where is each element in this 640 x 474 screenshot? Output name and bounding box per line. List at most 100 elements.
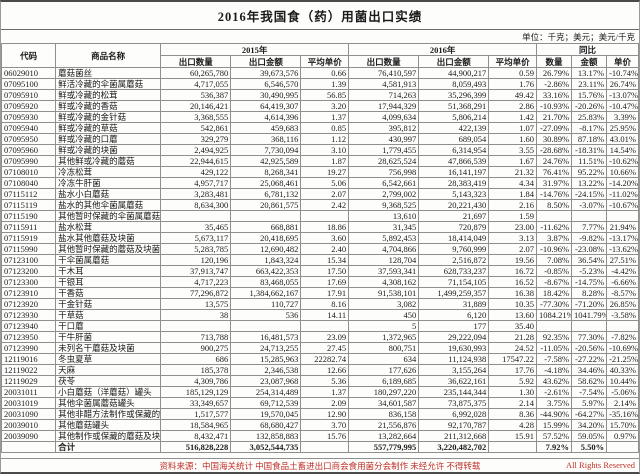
cell-amount-2015: 1,843,324 bbox=[230, 254, 302, 266]
cell-yoy-price: 27.51% bbox=[606, 254, 639, 266]
cell-yoy-amount: -7.54% bbox=[571, 386, 608, 398]
cell-yoy-qty: -8.67% bbox=[536, 276, 573, 288]
cell-amount-2015: 42,925,589 bbox=[230, 155, 302, 167]
cell-qty-2016: 5,892,453 bbox=[348, 232, 420, 244]
table-row: 07095930 鲜或冷藏的金针菇 3,368,555 4,614,396 1.37 4,… bbox=[1, 111, 639, 123]
cell-yoy-amount: 1041.79% bbox=[571, 309, 608, 321]
cell-yoy-amount: -24.15% bbox=[571, 188, 608, 200]
cell-qty-2016: 13,610 bbox=[348, 210, 420, 222]
cell-name: 未列名干蘑菇及块菌 bbox=[55, 342, 162, 354]
cell-amount-2015: 83,468,055 bbox=[230, 276, 302, 288]
cell-avgprice-2016: 1.84 bbox=[488, 188, 538, 200]
cell-amount-2016: 8,059,493 bbox=[418, 78, 490, 90]
cell-code: 07115919 bbox=[1, 232, 57, 244]
cell-avgprice-2016: 4.34 bbox=[488, 177, 538, 189]
cell-qty-2015: 2,494,925 bbox=[160, 144, 232, 156]
cell-qty-2015: 686 bbox=[160, 353, 232, 365]
cell-amount-2016: 71,154,105 bbox=[418, 276, 490, 288]
cell-qty-2016: 91,538,101 bbox=[348, 287, 420, 299]
cell-amount-2016: 235,144,344 bbox=[418, 386, 490, 398]
cell-yoy-price: -4.42% bbox=[606, 265, 639, 277]
cell-avgprice-2016: 24.52 bbox=[488, 342, 538, 354]
cell-qty-2015: 542,861 bbox=[160, 122, 232, 134]
cell-qty-2015: 329,279 bbox=[160, 133, 232, 145]
cell-avgprice-2016: 1.42 bbox=[488, 111, 538, 123]
cell-yoy-price: -10.62% bbox=[606, 155, 639, 167]
cell-name: 冷冻松茸 bbox=[55, 166, 162, 178]
cell-code: 07095910 bbox=[1, 89, 57, 101]
cell-avgprice-2016: 16.72 bbox=[488, 265, 538, 277]
cell-code: 07095100 bbox=[1, 78, 57, 90]
cell-avgprice-2016: 1.07 bbox=[488, 122, 538, 134]
cell-yoy-price: -13.17% bbox=[606, 232, 639, 244]
table-row: 07115119 盐水的其他伞菌属蘑菇 8,634,300 20,861,575 2.4… bbox=[1, 199, 639, 211]
cell-amount-2016: 6,992,028 bbox=[418, 408, 490, 420]
cell-yoy-qty bbox=[536, 210, 573, 222]
cell-name: 干木耳 bbox=[55, 265, 162, 277]
cell-code: 07095930 bbox=[1, 111, 57, 123]
cell-yoy-qty: -11.05% bbox=[536, 342, 573, 354]
cell-code: 07108040 bbox=[1, 177, 57, 189]
cell-amount-2016: 6,314,954 bbox=[418, 144, 490, 156]
cell-code: 07123100 bbox=[1, 254, 57, 266]
cell-name: 蘑菇菌丝 bbox=[55, 67, 162, 79]
cell-name: 盐水的其他伞菌属蘑菇 bbox=[55, 199, 162, 211]
cell-qty-2016: 1,372,965 bbox=[348, 331, 420, 343]
cell-qty-2016: 714,263 bbox=[348, 89, 420, 101]
cell-yoy-qty: 3.75% bbox=[536, 397, 573, 409]
cell-avgprice-2015 bbox=[300, 320, 350, 332]
cell-yoy-price: -8.57% bbox=[606, 287, 639, 299]
cell-amount-2016: 1,499,259,357 bbox=[418, 287, 490, 299]
cell-yoy-price: 10.66% bbox=[606, 166, 639, 178]
cell-name: 干牛肝菌 bbox=[55, 331, 162, 343]
cell-avgprice-2015: 15.76 bbox=[300, 430, 350, 442]
table-row: 07123200 干木耳 37,913,747 663,422,353 17.50 37,… bbox=[1, 265, 639, 277]
cell-qty-2015: 4,717,055 bbox=[160, 78, 232, 90]
cell-name: 干香菇 bbox=[55, 287, 162, 299]
cell-name: 鲜或冷藏的草菇 bbox=[55, 122, 162, 134]
col-group-2016: 2016年 bbox=[348, 43, 538, 56]
cell-amount-2015: 663,422,353 bbox=[230, 265, 302, 277]
cell-avgprice-2015: 12.90 bbox=[300, 408, 350, 420]
cell-qty-2015: 185,129,129 bbox=[160, 386, 232, 398]
cell-amount-2015: 19,570,045 bbox=[230, 408, 302, 420]
cell-name: 天麻 bbox=[55, 364, 162, 376]
cell-avgprice-2015: 3.20 bbox=[300, 100, 350, 112]
cell-yoy-qty: 31.97% bbox=[536, 177, 573, 189]
cell-yoy-amount: -20.26% bbox=[571, 100, 608, 112]
cell-avgprice-2015: 3.10 bbox=[300, 144, 350, 156]
cell-yoy-amount: 13.17% bbox=[571, 67, 608, 79]
cell-qty-2015: 536,387 bbox=[160, 89, 232, 101]
cell-yoy-price: -5.06% bbox=[606, 386, 639, 398]
cell-avgprice-2016: 21.32 bbox=[488, 166, 538, 178]
cell-avgprice-2016: 1.76 bbox=[488, 78, 538, 90]
cell-code: 07095940 bbox=[1, 122, 57, 134]
cell-yoy-amount: 95.22% bbox=[571, 166, 608, 178]
cell-avgprice-2016: 10.35 bbox=[488, 298, 538, 310]
cell-yoy-amount: 15.76% bbox=[571, 89, 608, 101]
cell-avgprice-2015: 3.60 bbox=[300, 232, 350, 244]
cell-code: 07123910 bbox=[1, 287, 57, 299]
cell-qty-2016: 17,944,329 bbox=[348, 100, 420, 112]
cell-code: 06029010 bbox=[1, 67, 57, 79]
cell-yoy-qty: 1084.21% bbox=[536, 309, 573, 321]
cell-qty-2015: 37,913,747 bbox=[160, 265, 232, 277]
cell-amount-2016: 422,139 bbox=[418, 122, 490, 134]
cell-avgprice-2015: 15.34 bbox=[300, 254, 350, 266]
cell-avgprice-2016: 1.60 bbox=[488, 133, 538, 145]
cell-yoy-amount: 23.11% bbox=[571, 78, 608, 90]
cell-amount-2016: 5,143,323 bbox=[418, 188, 490, 200]
cell-yoy-price: -10.69% bbox=[606, 342, 639, 354]
cell-qty-2016: 37,593,341 bbox=[348, 265, 420, 277]
cell-amount-2016: 177 bbox=[418, 320, 490, 332]
cell-code: 07123200 bbox=[1, 265, 57, 277]
cell-avgprice-2016: 16.52 bbox=[488, 276, 538, 288]
cell-yoy-qty: 7.08% bbox=[536, 254, 573, 266]
cell-yoy-qty: 43.62% bbox=[536, 375, 573, 387]
cell-yoy-amount: -9.82% bbox=[571, 232, 608, 244]
table-row: 20039090 其他制作或保藏的蘑菇及块菌 8,432,471 132,858,88… bbox=[1, 430, 639, 442]
cell-code bbox=[1, 441, 57, 453]
cell-yoy-price: 0.97% bbox=[606, 430, 639, 442]
cell-yoy-price: -3.58% bbox=[606, 309, 639, 321]
col-header-yoy-qty: 数量 bbox=[536, 55, 573, 68]
